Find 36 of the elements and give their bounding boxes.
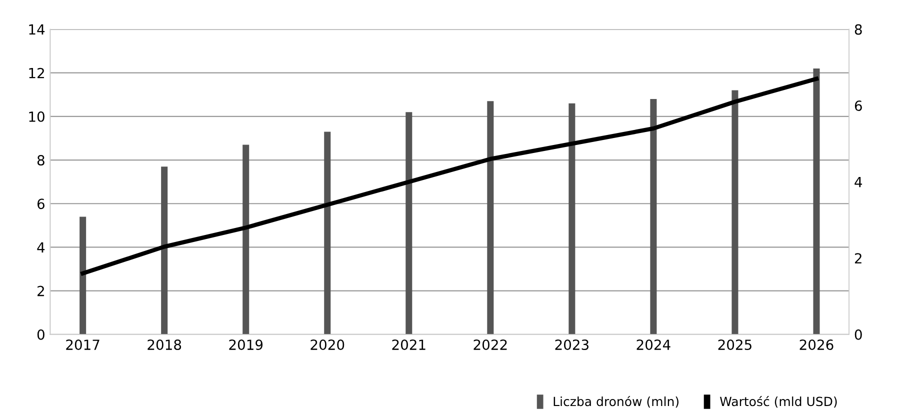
line-series (80, 76, 819, 276)
x-tick-label: 2018 (148, 340, 182, 350)
x-tick-label: 2020 (310, 340, 344, 350)
x-tick-label: 2021 (392, 340, 426, 350)
legend-label: Liczba dronów (mln) (554, 396, 678, 408)
y-tick-label: 14 (29, 24, 45, 35)
bar (568, 103, 576, 334)
bar (80, 216, 86, 334)
bar (813, 68, 820, 334)
bar (732, 90, 738, 334)
bar (650, 99, 657, 334)
y-tick-label: 2 (38, 286, 44, 296)
x-tick-label: 2026 (800, 340, 834, 350)
bar (324, 132, 331, 334)
y2-tick-label: 0 (854, 329, 862, 340)
y-tick-label: 8 (37, 155, 44, 166)
bar (161, 166, 168, 334)
y-tick-label: 6 (37, 198, 44, 210)
bar (242, 144, 250, 334)
y2-tick-label: 4 (854, 176, 862, 188)
x-tick-label: 2019 (229, 340, 263, 350)
y2-tick-label: 8 (854, 24, 862, 35)
y2-tick-label: 6 (854, 100, 862, 112)
x-tick-label: 2024 (636, 340, 670, 350)
y-tick-label: 10 (29, 111, 44, 122)
x-tick-label: 2025 (718, 340, 752, 350)
x-tick-label: 2023 (555, 340, 588, 350)
y-tick-label: 4 (37, 242, 45, 252)
bar (487, 101, 494, 334)
x-tick-label: 2017 (66, 340, 100, 350)
x-tick-label: 2022 (474, 340, 507, 350)
legend-label: Wartość (mld USD) (720, 396, 837, 408)
y2-tick-label: 2 (854, 253, 862, 264)
y-tick-label: 12 (29, 68, 44, 78)
bar (406, 112, 412, 334)
y-tick-label: 0 (37, 329, 44, 340)
